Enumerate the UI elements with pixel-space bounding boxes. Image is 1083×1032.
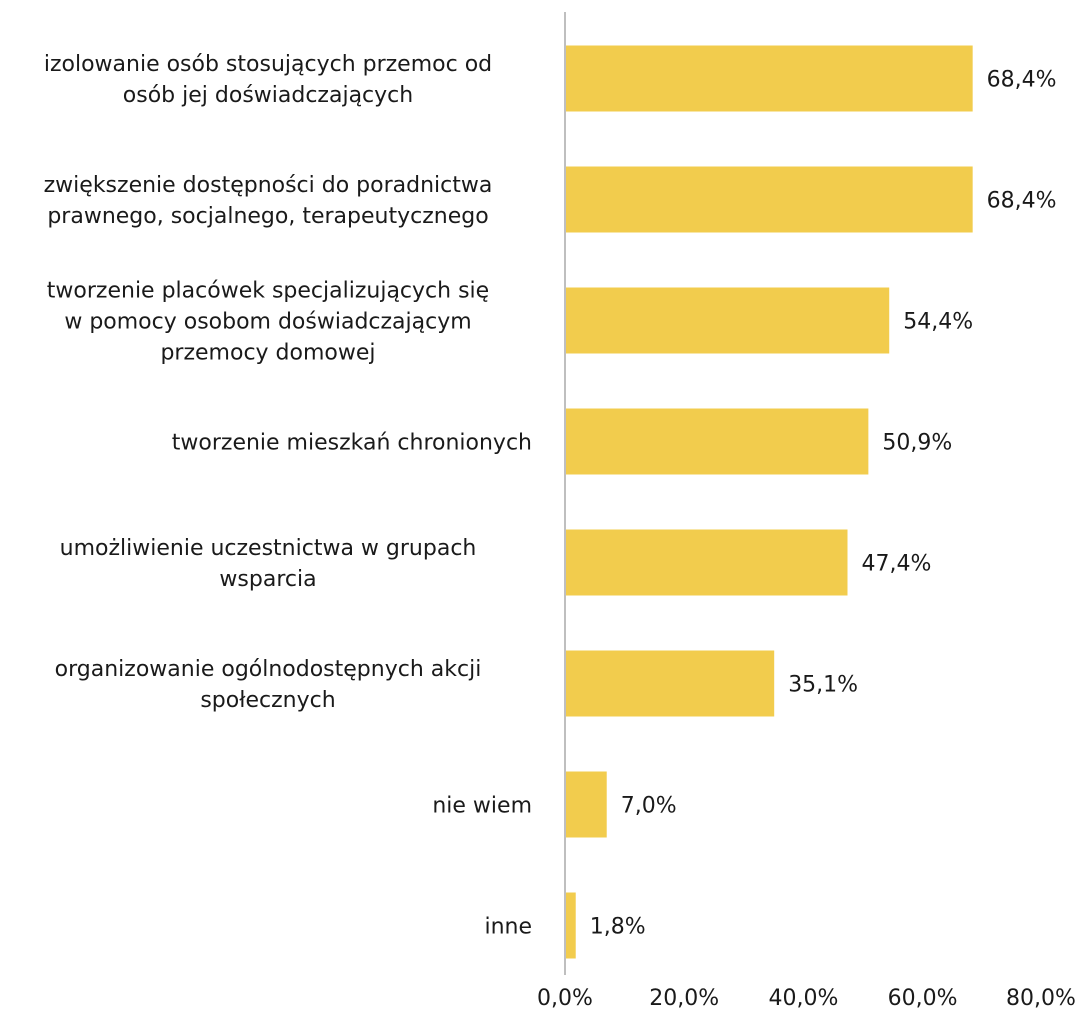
category-label: nie wiem: [432, 794, 532, 819]
category-label: inne: [484, 915, 532, 940]
data-label: 1,8%: [590, 915, 646, 940]
data-label: 54,4%: [903, 310, 973, 335]
data-label: 68,4%: [987, 189, 1057, 214]
category-labels-group: izolowanie osób stosujących przemoc od os…: [44, 52, 532, 940]
data-label: 7,0%: [621, 794, 677, 819]
data-label: 68,4%: [987, 68, 1057, 93]
data-labels-group: 68,4% 68,4% 54,4% 50,9% 47,4% 35,1% 7,0% 1,8%: [590, 68, 1057, 940]
category-label: zwiększenie dostępności do poradnictwa pr…: [44, 173, 493, 229]
bar: [565, 650, 775, 717]
x-tick-label: 0,0%: [537, 986, 593, 1011]
bar: [565, 892, 576, 959]
bar: [565, 408, 869, 475]
bar: [565, 529, 848, 596]
category-label: tworzenie mieszkań chronionych: [172, 431, 532, 456]
category-label: umożliwienie uczestnictwa w grupach wspar…: [60, 536, 477, 592]
x-tick-label: 40,0%: [768, 986, 838, 1011]
bar: [565, 45, 973, 112]
data-label: 47,4%: [862, 552, 932, 577]
bar: [565, 166, 973, 233]
data-label: 35,1%: [788, 673, 858, 698]
category-label: organizowanie ogólnodostępnych akcji społ…: [55, 657, 482, 713]
bars-group: [565, 45, 973, 959]
x-tick-labels-group: 0,0% 20,0% 40,0% 60,0% 80,0%: [537, 986, 1076, 1011]
bar: [565, 287, 890, 354]
data-label: 50,9%: [882, 431, 952, 456]
x-tick-label: 20,0%: [649, 986, 719, 1011]
category-label: izolowanie osób stosujących przemoc od os…: [44, 52, 492, 108]
category-label: tworzenie placówek specjalizujących się w…: [47, 279, 489, 366]
x-tick-label: 60,0%: [888, 986, 958, 1011]
x-tick-label: 80,0%: [1006, 986, 1076, 1011]
bar: [565, 771, 607, 838]
